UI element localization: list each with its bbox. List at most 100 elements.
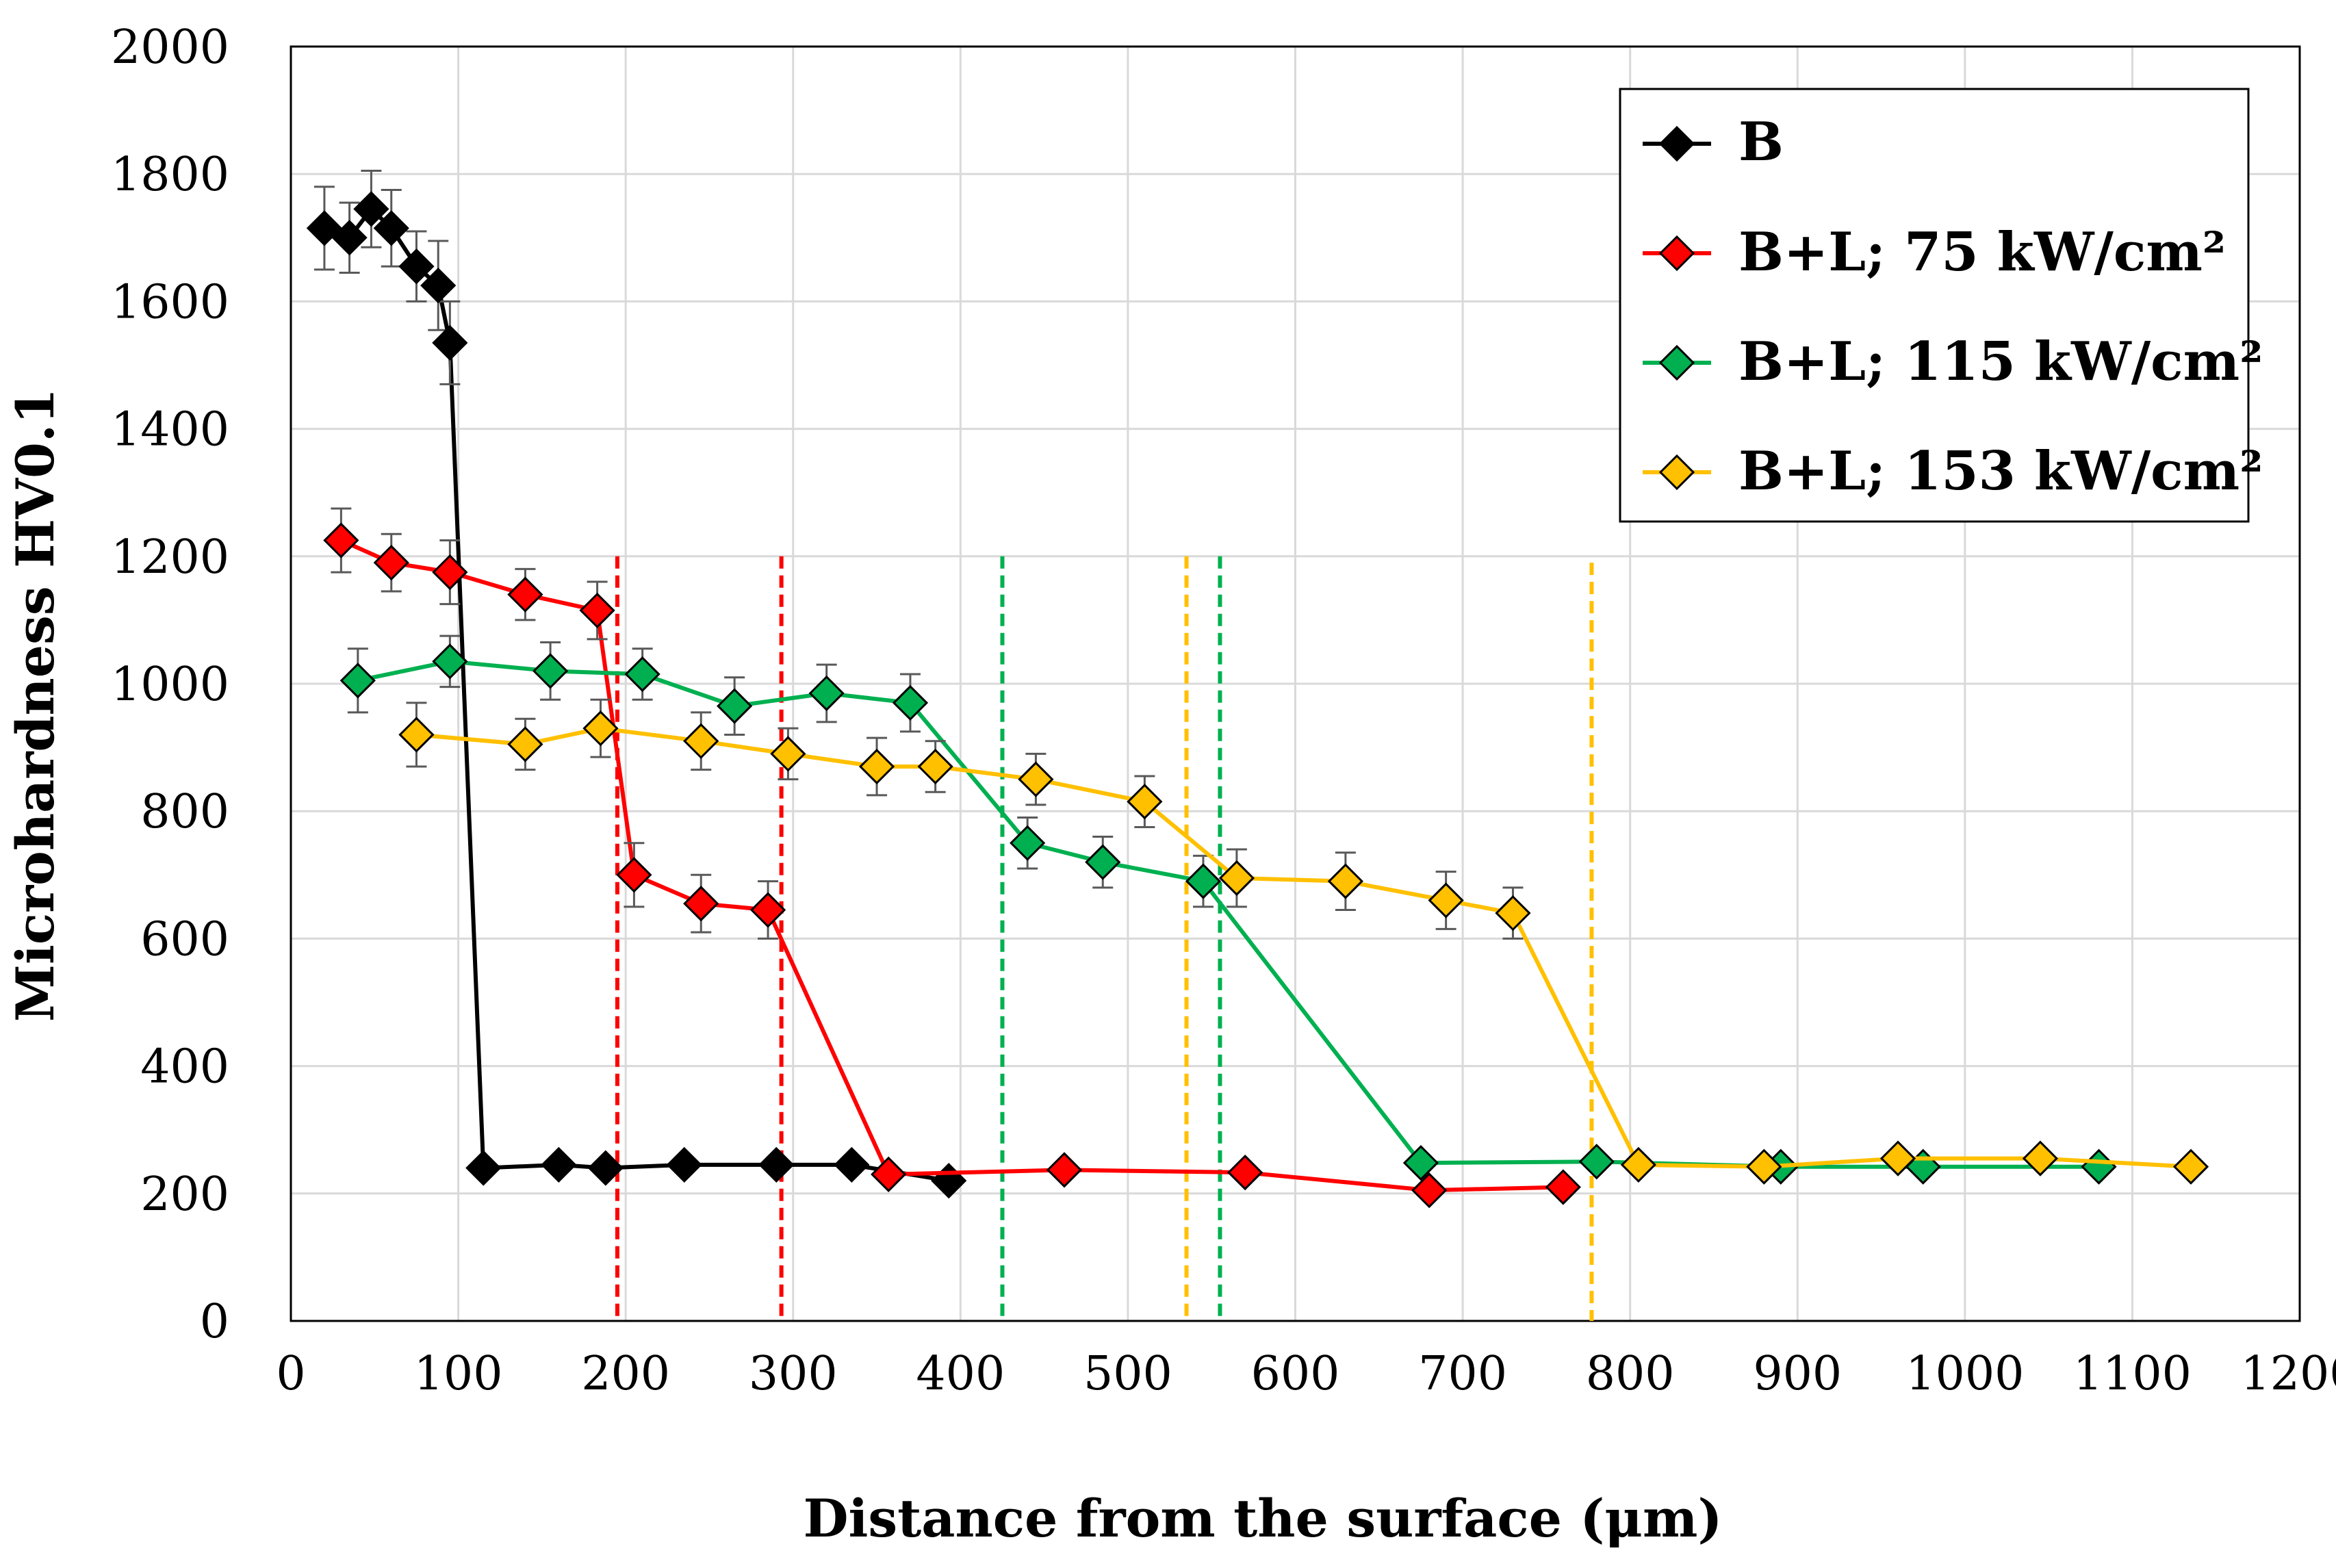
y-tick-label: 1600 xyxy=(111,275,229,329)
x-tick-label: 900 xyxy=(1753,1347,1842,1401)
data-point xyxy=(616,857,652,893)
data-point xyxy=(306,210,343,246)
data-point xyxy=(398,248,435,285)
data-point xyxy=(532,653,569,689)
y-tick-label: 0 xyxy=(200,1295,229,1349)
data-point xyxy=(582,710,619,747)
legend-label-75: B+L; 75 kW/cm² xyxy=(1738,221,2226,283)
data-point xyxy=(1327,863,1364,899)
series-0 xyxy=(306,170,967,1199)
y-tick-label: 400 xyxy=(140,1040,229,1094)
data-point xyxy=(683,886,719,922)
data-point xyxy=(624,656,660,693)
series-3 xyxy=(398,698,2209,1185)
data-point xyxy=(432,324,468,361)
series-1 xyxy=(323,507,1581,1209)
data-point xyxy=(1218,860,1255,897)
y-tick-label: 1800 xyxy=(111,148,229,202)
x-tick-label: 600 xyxy=(1251,1347,1340,1401)
series-line xyxy=(416,726,2192,1169)
y-tick-label: 600 xyxy=(140,912,229,966)
data-point xyxy=(1127,784,1163,820)
x-tick-label: 400 xyxy=(916,1347,1005,1401)
x-tick-label: 700 xyxy=(1418,1347,1507,1401)
data-point xyxy=(1428,882,1464,918)
data-point xyxy=(834,1146,870,1183)
y-tick-label: 200 xyxy=(140,1168,229,1222)
data-point xyxy=(2022,1140,2059,1177)
legend-marker xyxy=(1658,125,1695,162)
data-point xyxy=(323,522,359,558)
data-point xyxy=(1620,1146,1657,1183)
legend-marker xyxy=(1658,344,1695,381)
data-point xyxy=(432,643,468,680)
legend-items xyxy=(1643,125,1711,491)
y-tick-label: 1200 xyxy=(111,530,229,584)
legend-label-115: B+L; 115 kW/cm² xyxy=(1738,331,2263,393)
x-tick-label: 1200 xyxy=(2240,1347,2336,1401)
x-axis-label: Distance from the surface (μm) xyxy=(804,1488,1723,1549)
data-point xyxy=(1495,895,1531,931)
data-point xyxy=(1402,1144,1439,1181)
data-point xyxy=(1046,1152,1083,1188)
data-point xyxy=(339,663,376,699)
data-point xyxy=(749,892,786,928)
data-point xyxy=(398,717,435,753)
data-point xyxy=(683,723,719,759)
y-axis-label: Microhardness HV0.1 xyxy=(5,388,66,1022)
data-point xyxy=(507,576,543,613)
legend-marker xyxy=(1658,454,1695,491)
y-tick-label: 1400 xyxy=(111,403,229,457)
legend: B B+L; 75 kW/cm² B+L; 115 kW/cm² B+L; 15… xyxy=(1619,88,2263,523)
legend-marker xyxy=(1658,235,1695,272)
y-tick-label: 1000 xyxy=(111,658,229,712)
data-point xyxy=(420,268,457,304)
x-tick-label: 100 xyxy=(414,1347,503,1401)
data-point xyxy=(892,684,929,721)
data-point xyxy=(1085,844,1121,880)
data-point xyxy=(808,675,845,712)
data-point xyxy=(917,748,953,785)
data-point xyxy=(1411,1172,1448,1209)
x-tick-label: 300 xyxy=(749,1347,838,1401)
y-tick-label: 800 xyxy=(140,785,229,839)
data-point xyxy=(1010,825,1046,861)
y-tick-labels: 0 200 400 600 800 1000 1200 1400 1600 1800 2000 xyxy=(111,21,229,1349)
data-point xyxy=(507,726,543,762)
data-point xyxy=(717,688,753,724)
data-point xyxy=(1545,1169,1581,1205)
legend-box xyxy=(1619,88,2250,523)
data-point xyxy=(331,220,368,256)
x-tick-label: 0 xyxy=(276,1347,305,1401)
data-point xyxy=(353,191,389,227)
data-point xyxy=(1578,1144,1615,1180)
data-point xyxy=(541,1146,577,1183)
x-tick-labels: 0 100 200 300 400 500 600 700 800 900 1000 1100 1200 xyxy=(276,1347,2336,1401)
data-point xyxy=(373,544,409,581)
data-point xyxy=(587,1150,624,1186)
data-point xyxy=(2172,1148,2209,1185)
data-point xyxy=(1185,863,1222,899)
legend-label-153: B+L; 153 kW/cm² xyxy=(1738,440,2263,502)
y-tick-label: 2000 xyxy=(111,21,229,75)
data-point xyxy=(758,1146,795,1183)
data-point xyxy=(1227,1154,1263,1191)
x-tick-label: 1100 xyxy=(2073,1347,2192,1401)
data-point xyxy=(1879,1140,1916,1177)
plot-area-frame xyxy=(290,45,2301,1322)
data-point xyxy=(666,1146,702,1183)
x-tick-label: 1000 xyxy=(1905,1347,2024,1401)
data-point xyxy=(465,1150,502,1186)
x-tick-label: 500 xyxy=(1083,1347,1172,1401)
data-point xyxy=(1746,1148,1782,1185)
x-tick-label: 200 xyxy=(581,1347,670,1401)
data-point xyxy=(858,748,895,785)
series-group xyxy=(306,170,2209,1209)
data-point xyxy=(579,592,615,629)
data-point xyxy=(770,736,806,772)
reference-lines xyxy=(615,556,1594,1321)
data-point xyxy=(871,1156,907,1192)
data-point xyxy=(373,210,409,246)
data-point xyxy=(1018,761,1054,797)
